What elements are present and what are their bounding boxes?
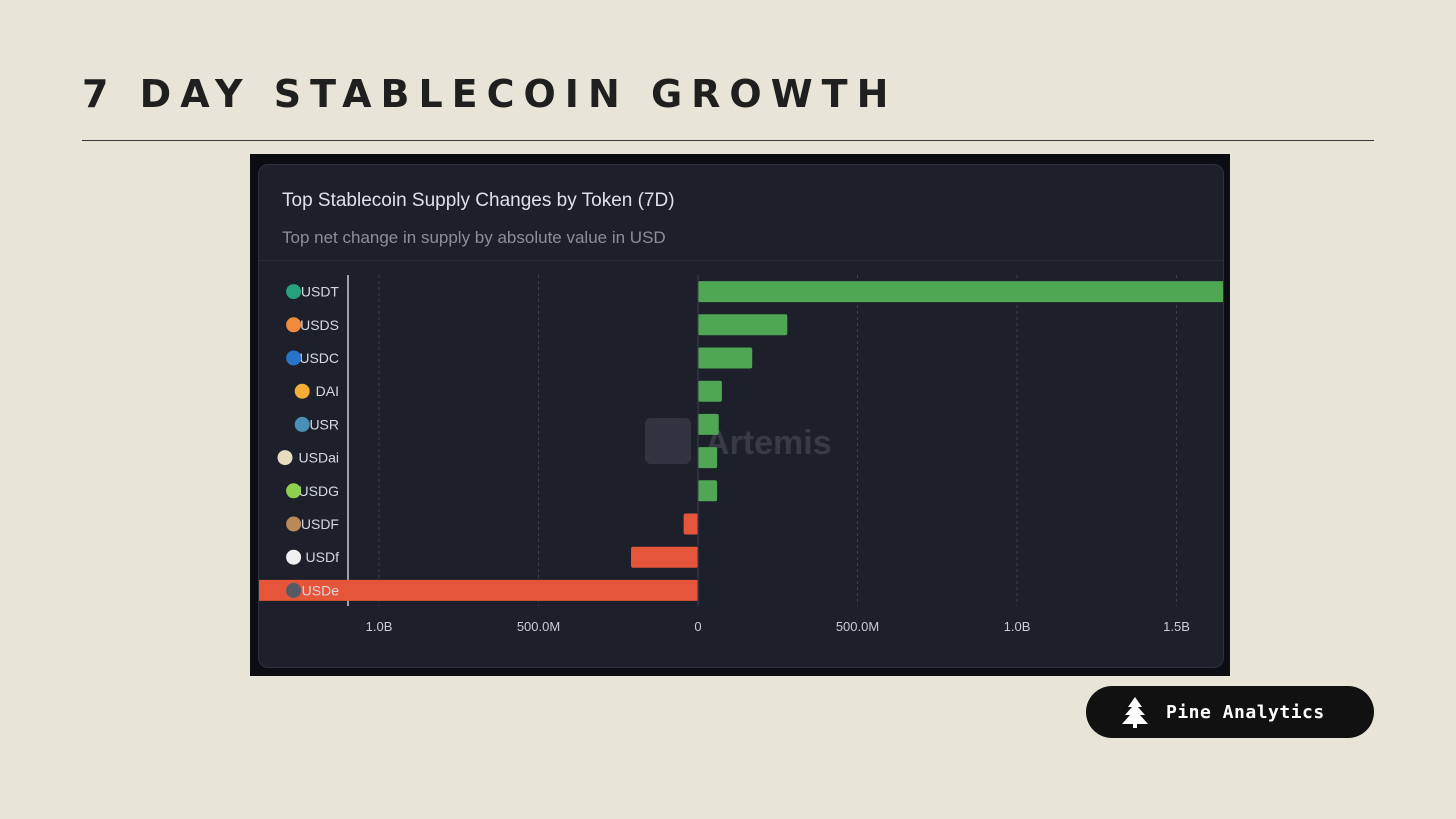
- header-separator: [259, 260, 1223, 261]
- title-divider: [82, 140, 1374, 141]
- chart-subtitle: Top net change in supply by absolute val…: [282, 228, 666, 247]
- bar: [698, 314, 788, 336]
- x-tick-label: 1.5B: [1163, 619, 1190, 634]
- category-label: USDG: [299, 483, 339, 499]
- chart-title: Top Stablecoin Supply Changes by Token (…: [282, 190, 675, 211]
- x-tick-label: 500.0M: [836, 619, 879, 634]
- bar: [683, 513, 698, 535]
- bar: [698, 447, 718, 469]
- brand-label: Pine Analytics: [1166, 701, 1325, 723]
- usdg-icon: [286, 483, 302, 499]
- bar: [698, 380, 722, 402]
- bar: [631, 546, 698, 568]
- category-label: USDT: [301, 284, 340, 300]
- bar: [698, 347, 753, 369]
- x-tick-label: 0: [694, 619, 701, 634]
- falcon-icon: [286, 549, 302, 565]
- dai-icon: [294, 383, 310, 399]
- category-label: USR: [309, 416, 339, 432]
- x-tick-label: 500.0M: [517, 619, 560, 634]
- category-label: DAI: [316, 383, 339, 399]
- watermark-text: Artemis: [705, 424, 832, 462]
- resolv-icon: [294, 416, 310, 432]
- category-label: USDF: [301, 516, 339, 532]
- bar: [698, 480, 718, 502]
- slide-title: 7 DAY STABLECOIN GROWTH: [82, 72, 898, 116]
- x-tick-label: 1.0B: [1004, 619, 1031, 634]
- bar-chart: Artemis2.0B1.5B1.0B500.0M0500.0M1.0B1.5B…: [259, 275, 1223, 634]
- ethena-icon: [286, 582, 302, 598]
- bar: [259, 579, 698, 601]
- sky-icon: [286, 317, 302, 333]
- category-label: USDai: [299, 450, 339, 466]
- tether-icon: [286, 284, 302, 300]
- usdf-icon: [286, 516, 302, 532]
- brand-badge: Pine Analytics: [1086, 686, 1374, 738]
- category-label: USDS: [300, 317, 339, 333]
- bar: [698, 413, 719, 435]
- category-label: USDe: [302, 582, 340, 598]
- chart-frame: Top Stablecoin Supply Changes by Token (…: [250, 154, 1230, 676]
- chart-card: Top Stablecoin Supply Changes by Token (…: [258, 164, 1224, 668]
- usdai-icon: [277, 450, 293, 466]
- artemis-logo-icon: [645, 418, 691, 464]
- watermark: Artemis: [645, 418, 832, 464]
- category-label: USDC: [299, 350, 339, 366]
- usdc-icon: [286, 350, 302, 366]
- pine-tree-icon: [1122, 697, 1148, 728]
- bar: [698, 281, 1223, 303]
- category-label: USDf: [306, 549, 340, 565]
- x-tick-label: 1.0B: [366, 619, 393, 634]
